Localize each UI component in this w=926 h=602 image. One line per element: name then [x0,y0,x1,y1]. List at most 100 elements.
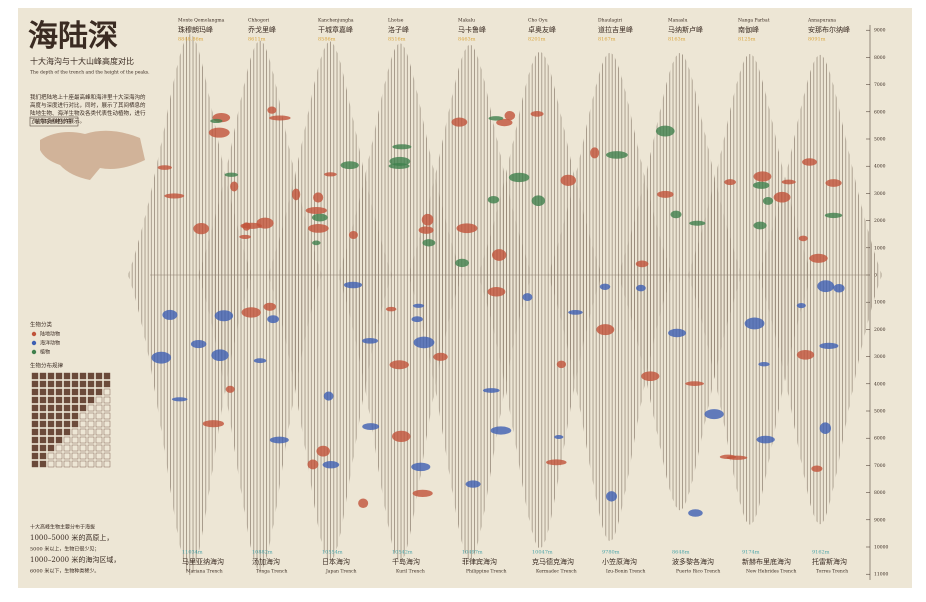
distribution-cell [63,420,71,428]
distribution-cell [31,452,39,460]
peak-name-en: Annapurana [807,18,836,24]
scale-label: 6000 [874,109,886,115]
distribution-cell [71,412,79,420]
distribution-cell [55,436,63,444]
creature [560,174,577,186]
distribution-cell [39,404,47,412]
trench-name: 菲律宾海沟 [462,557,497,566]
peak-height: 8125m [738,37,756,43]
trench-name-en: New Hebrides Trench [746,569,796,575]
peak-height: 8167m [598,37,616,43]
creature [389,360,409,370]
distribution-cell [39,412,47,420]
peak-name: 乔戈里峰 [248,25,276,34]
peak-name: 珠穆朗玛峰 [178,25,213,34]
creature [323,391,334,401]
distribution-cell [79,428,87,436]
creature [488,116,504,121]
creature [546,459,567,466]
creature [413,336,435,349]
distribution-cell [87,404,95,412]
distribution-cell [55,380,63,388]
creature [556,360,567,369]
legend-label: 海洋动物 [40,340,60,347]
creature [241,307,261,318]
scale-label: 3000 [874,191,886,197]
distribution-cell [63,428,71,436]
distribution-cell [55,444,63,452]
trench-name-en: Kuril Trench [396,569,425,575]
distribution-cell [31,428,39,436]
distribution-cell [63,396,71,404]
distribution-cell [63,412,71,420]
distribution-cell [55,404,63,412]
distribution-cell [87,420,95,428]
creature [809,253,828,263]
creature [305,206,327,215]
distribution-cell [31,388,39,396]
trench-depth: 10047m [532,550,553,556]
peak-name-en: Kanchenjungha [318,18,354,24]
distribution-cell [39,428,47,436]
trench-name-en: Japan Trench [325,569,357,575]
creature [590,147,600,159]
distribution-cell [63,436,71,444]
trench-name: 日本海沟 [322,557,350,566]
trench-depth: 10554m [322,550,343,556]
creature [324,172,337,177]
distribution-cell [47,460,55,468]
distribution-cell [71,420,79,428]
trench-name: 千岛海沟 [392,557,420,566]
peak-height: 8586m [318,37,336,43]
creature [291,188,301,201]
creature [162,309,178,320]
scale-label: 2000 [874,218,886,224]
distribution-cell [79,380,87,388]
creature [522,293,533,302]
distribution-cell [47,404,55,412]
distribution-cell [55,372,63,380]
creature [385,306,397,312]
scale-label: 1000 [874,245,886,251]
distribution-cell [71,404,79,412]
distribution-cell [31,444,39,452]
peak-name: 卓奥友峰 [528,25,556,34]
creature [744,317,765,330]
intro: 我们把陆地上十座最高峰和海洋里十大深海沟的高度与深度进行对比，同时，展示了其间栖… [30,95,146,125]
creature [758,362,770,367]
creature [817,280,835,293]
distribution-cell [39,420,47,428]
map-title: 海沟与高峰分布 [33,118,72,126]
scale-label: 11000 [874,572,888,578]
distribution-cell [103,388,111,396]
creature [655,125,675,137]
distribution-cell [87,428,95,436]
peak-name-en: Makalu [458,18,475,24]
distribution-cell [79,452,87,460]
creature [316,445,330,457]
distribution-cell [71,388,79,396]
distribution-cell [95,428,103,436]
creature [670,210,682,219]
scale-label: 4000 [874,164,886,170]
creature [704,409,724,420]
distribution-cell [47,380,55,388]
creature [224,172,239,177]
distribution-cell [95,460,103,468]
distribution-cell [95,436,103,444]
creature [554,435,564,440]
note: 1000–2000 米的海沟区域， [30,555,120,564]
creature [798,235,808,242]
trench-name-en: Philippine Trench [466,569,507,575]
creature [362,337,379,344]
distribution-cell [55,420,63,428]
creature [487,286,506,297]
creature [825,179,842,187]
subtitle: 十大海沟与十大山峰高度对比 [30,56,134,66]
creature [719,454,737,460]
creature [456,223,478,234]
distribution-cell [55,428,63,436]
creature [492,249,507,261]
